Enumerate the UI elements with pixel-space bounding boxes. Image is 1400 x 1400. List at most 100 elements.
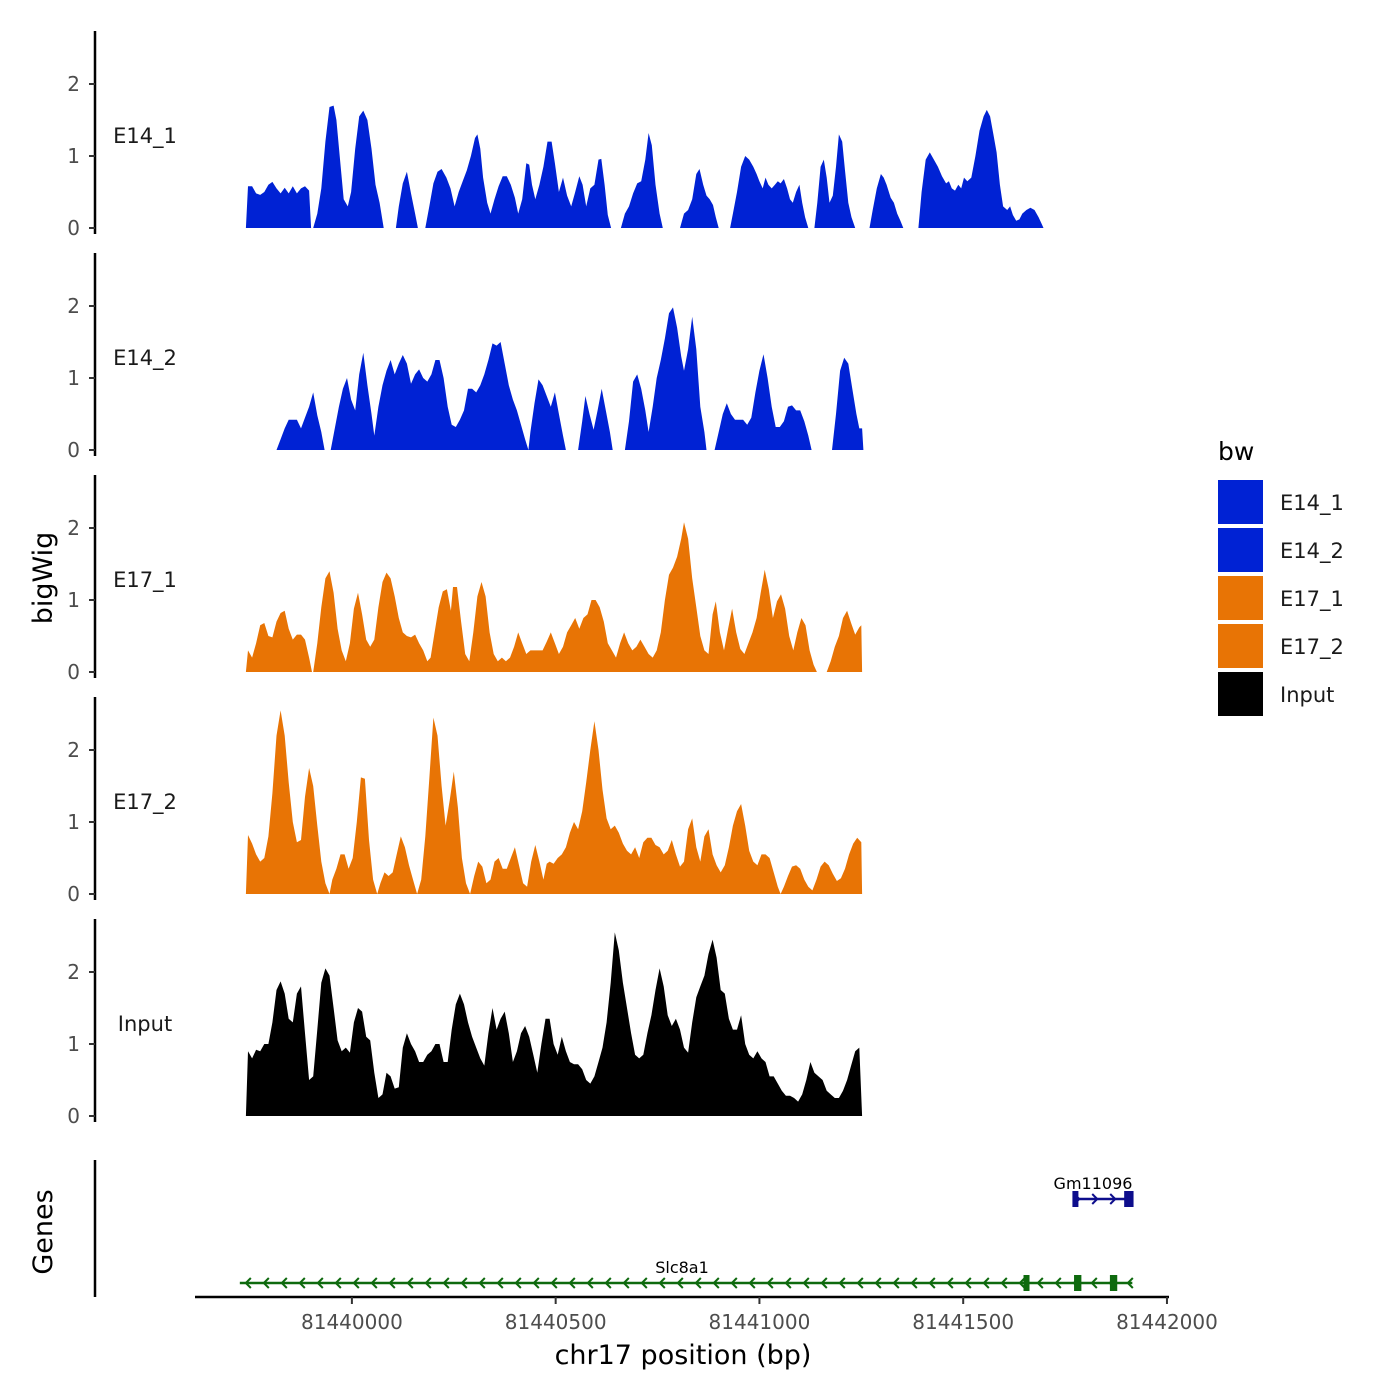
strand-arrow-left-icon [1000, 1277, 1008, 1289]
strand-arrow-left-icon [802, 1277, 810, 1289]
exon-block [1023, 1275, 1030, 1291]
strand-arrow-left-icon [766, 1277, 774, 1289]
gene-label: Gm11096 [1054, 1174, 1133, 1193]
legend-swatch [1218, 672, 1263, 716]
strand-arrow-left-icon [640, 1277, 648, 1289]
strand-arrow-left-icon [262, 1277, 270, 1289]
strand-arrow-left-icon [838, 1277, 846, 1289]
strand-arrow-left-icon [784, 1277, 792, 1289]
x-axis-title: chr17 position (bp) [555, 1340, 812, 1371]
legend-title: bw [1218, 437, 1254, 466]
strand-arrow-left-icon [874, 1277, 882, 1289]
strand-arrow-right-icon [1091, 1193, 1099, 1205]
strand-arrow-left-icon [658, 1277, 666, 1289]
strand-arrow-left-icon [316, 1277, 324, 1289]
strand-arrow-left-icon [982, 1277, 990, 1289]
strand-arrow-left-icon [820, 1277, 828, 1289]
y-tick-label: 1 [67, 144, 80, 168]
strand-arrow-left-icon [244, 1277, 252, 1289]
exon-block [1074, 1275, 1082, 1291]
y-tick-label: 0 [67, 882, 80, 906]
strand-arrow-left-icon [946, 1277, 954, 1289]
y-tick-label: 1 [67, 1032, 80, 1056]
track-e14_1: 0 1 2 E14_1 [67, 31, 1044, 240]
strand-arrow-left-icon [514, 1277, 522, 1289]
legend-swatch [1218, 528, 1263, 572]
strand-arrow-left-icon [1036, 1277, 1044, 1289]
signal-area-e17_2 [245, 710, 863, 894]
strand-arrow-left-icon [748, 1277, 756, 1289]
strand-arrow-left-icon [892, 1277, 900, 1289]
legend-swatch [1218, 576, 1263, 620]
strand-arrow-left-icon [910, 1277, 918, 1289]
strand-arrow-left-icon [550, 1277, 558, 1289]
legend-swatch [1218, 480, 1263, 524]
strand-arrow-left-icon [964, 1277, 972, 1289]
y-tick-label: 2 [67, 738, 80, 762]
legend-label: E17_2 [1280, 635, 1344, 660]
legend-label: E14_1 [1280, 491, 1344, 516]
legend-label: E14_2 [1280, 539, 1344, 564]
legend-label: Input [1280, 683, 1334, 707]
y-tick-label: 2 [67, 960, 80, 984]
x-tick-label: 81441000 [709, 1310, 811, 1334]
x-tick-label: 81442000 [1116, 1310, 1218, 1334]
strand-arrow-left-icon [424, 1277, 432, 1289]
signal-area-e14_2 [276, 307, 864, 450]
track-e17_2: 0 1 2 E17_2 [67, 697, 863, 906]
y-tick-label: 2 [67, 294, 80, 318]
strand-arrow-left-icon [694, 1277, 702, 1289]
strand-arrow-left-icon [1018, 1277, 1026, 1289]
track-label: E17_1 [113, 568, 177, 593]
track-input: 0 1 2 Input [67, 919, 863, 1128]
legend-item-input: Input [1218, 672, 1334, 716]
strand-arrow-left-icon [298, 1277, 306, 1289]
track-label: Input [118, 1012, 172, 1036]
x-tick-label: 81440000 [301, 1310, 403, 1334]
strand-arrow-left-icon [604, 1277, 612, 1289]
strand-arrow-left-icon [280, 1277, 288, 1289]
x-tick-label: 81440500 [505, 1310, 607, 1334]
gene-slc8a1: Slc8a1 [239, 1258, 1134, 1291]
exon-block [1109, 1275, 1118, 1291]
y-tick-label: 2 [67, 516, 80, 540]
y-axis-title: bigWig [28, 532, 59, 625]
genes-axis-title: Genes [28, 1189, 59, 1274]
legend: bw E14_1 E14_2 E17_1 E17_2 Input [1218, 437, 1344, 716]
strand-arrow-left-icon [496, 1277, 504, 1289]
gene-label: Slc8a1 [655, 1258, 709, 1277]
signal-area-input [245, 932, 863, 1116]
strand-arrow-right-icon [1109, 1193, 1117, 1205]
track-label: E14_2 [113, 346, 177, 371]
genes-panel: Gm11096 Slc8a1 [93, 1160, 1134, 1297]
y-tick-label: 0 [67, 438, 80, 462]
y-tick-label: 0 [67, 1104, 80, 1128]
legend-item-e17_2: E17_2 [1218, 624, 1344, 668]
strand-arrow-left-icon [1090, 1277, 1098, 1289]
y-tick-label: 2 [67, 72, 80, 96]
gene-gm11096: Gm11096 [1054, 1174, 1134, 1207]
track-e17_1: 0 1 2 E17_1 [67, 475, 863, 684]
y-tick-label: 1 [67, 810, 80, 834]
y-tick-label: 0 [67, 660, 80, 684]
track-e14_2: 0 1 2 E14_2 [67, 253, 864, 462]
bigwig-tracks: 0 1 2 E14_1 0 1 2 E14_2 0 1 2 E17_1 0 1 2 E17_2 0 1 2 Input [67, 31, 1044, 1128]
strand-arrow-left-icon [370, 1277, 378, 1289]
strand-arrow-left-icon [460, 1277, 468, 1289]
strand-arrow-left-icon [928, 1277, 936, 1289]
strand-arrow-left-icon [406, 1277, 414, 1289]
strand-arrow-left-icon [1054, 1277, 1062, 1289]
legend-item-e17_1: E17_1 [1218, 576, 1344, 620]
y-tick-label: 1 [67, 366, 80, 390]
exon-block [1124, 1191, 1134, 1207]
strand-arrow-left-icon [532, 1277, 540, 1289]
legend-item-e14_1: E14_1 [1218, 480, 1344, 524]
legend-swatch [1218, 624, 1263, 668]
strand-arrow-left-icon [856, 1277, 864, 1289]
strand-arrow-left-icon [352, 1277, 360, 1289]
exon-block [1072, 1191, 1079, 1207]
x-axis: 81440000 81440500 81441000 81441500 81442000 [195, 1295, 1218, 1334]
strand-arrow-left-icon [442, 1277, 450, 1289]
strand-arrow-left-icon [712, 1277, 720, 1289]
